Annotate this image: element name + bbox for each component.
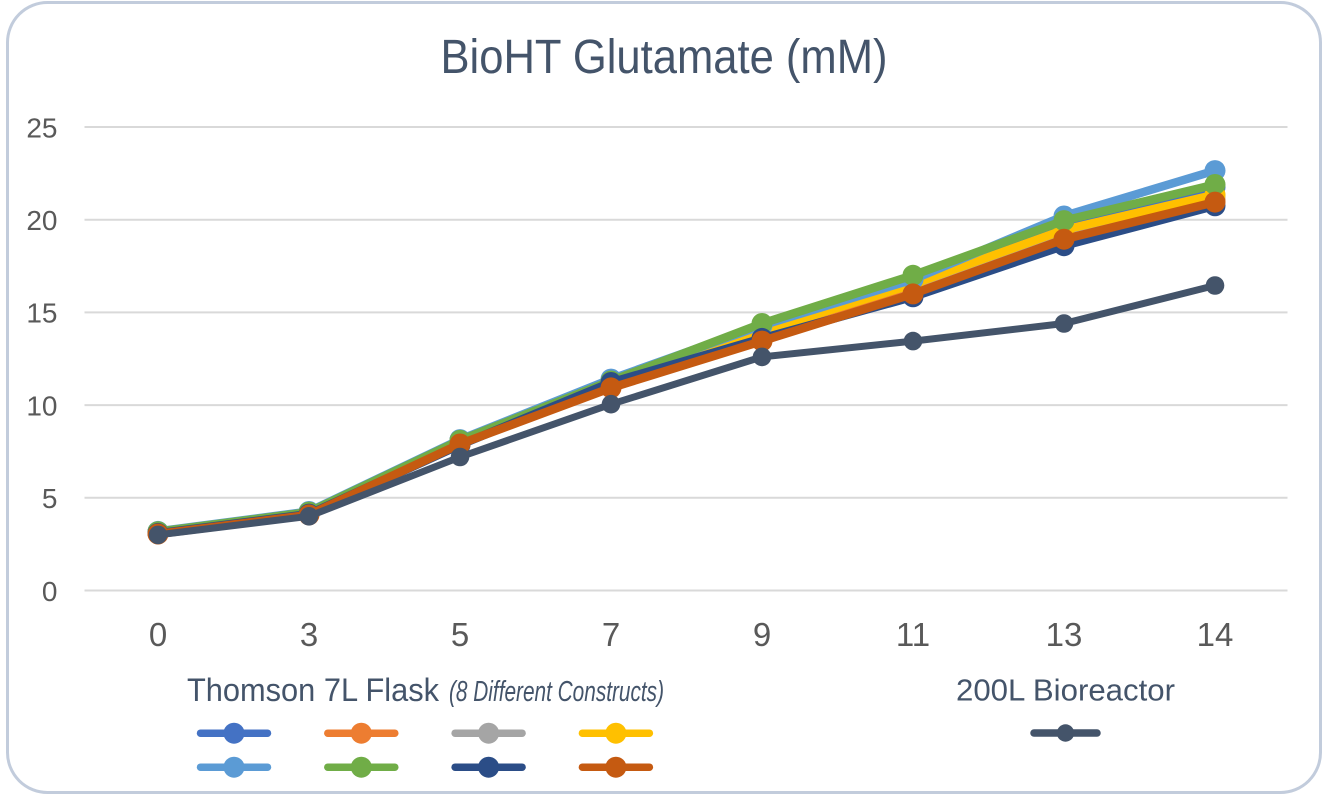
svg-text:25: 25 bbox=[26, 112, 57, 143]
svg-text:7: 7 bbox=[602, 616, 620, 653]
svg-text:20: 20 bbox=[26, 205, 57, 236]
svg-text:5: 5 bbox=[451, 616, 469, 653]
svg-text:15: 15 bbox=[26, 298, 57, 329]
svg-text:0: 0 bbox=[42, 576, 58, 607]
svg-text:13: 13 bbox=[1046, 616, 1083, 653]
svg-text:11: 11 bbox=[896, 616, 930, 653]
svg-text:Thomson 7L Flask: Thomson 7L Flask bbox=[187, 672, 440, 708]
svg-text:BioHT Glutamate (mM): BioHT Glutamate (mM) bbox=[441, 31, 888, 84]
svg-text:(8 Different Constructs): (8 Different Constructs) bbox=[449, 676, 664, 708]
svg-text:9: 9 bbox=[753, 616, 771, 653]
svg-text:5: 5 bbox=[42, 483, 58, 514]
svg-text:10: 10 bbox=[26, 390, 57, 421]
svg-text:3: 3 bbox=[300, 616, 318, 653]
svg-text:0: 0 bbox=[149, 616, 167, 653]
svg-text:14: 14 bbox=[1197, 616, 1234, 653]
svg-text:200L Bioreactor: 200L Bioreactor bbox=[956, 673, 1175, 708]
